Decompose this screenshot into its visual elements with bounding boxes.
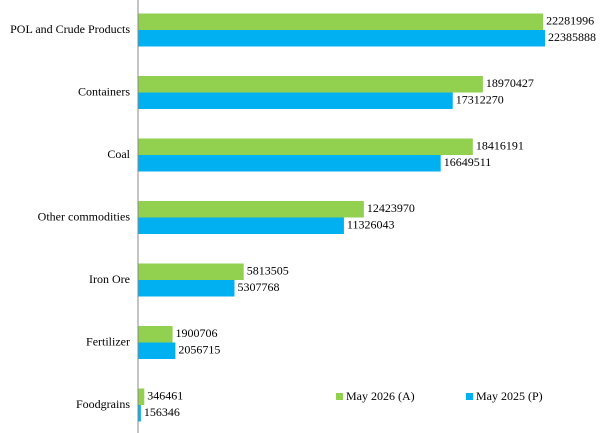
value-label: 18416191	[476, 139, 524, 153]
value-label: 1900706	[176, 326, 218, 340]
bar	[138, 30, 545, 47]
legend-label: May 2026 (A)	[346, 389, 415, 403]
legend-swatch	[336, 393, 343, 400]
category-label: Containers	[78, 84, 130, 98]
value-label: 22385888	[548, 30, 596, 44]
bar	[138, 263, 244, 280]
value-label: 346461	[147, 389, 183, 403]
value-label: 11326043	[347, 218, 395, 232]
bar	[138, 155, 441, 172]
legend-swatch	[466, 393, 473, 400]
bar	[138, 76, 483, 93]
value-label: 18970427	[486, 76, 534, 90]
value-label: 22281996	[546, 14, 594, 28]
category-label: POL and Crude Products	[10, 22, 130, 36]
bar	[138, 217, 344, 234]
value-label: 17312270	[456, 93, 504, 107]
bar	[138, 388, 145, 405]
bar	[138, 138, 473, 155]
bar	[138, 280, 235, 297]
bar	[138, 13, 544, 30]
value-label: 5307768	[238, 280, 280, 294]
category-label: Foodgrains	[76, 397, 130, 411]
category-label: Iron Ore	[89, 272, 130, 286]
value-label: 16649511	[444, 155, 492, 169]
bar	[138, 405, 141, 422]
value-label: 156346	[144, 405, 180, 419]
value-label: 5813505	[247, 264, 289, 278]
bar	[138, 201, 364, 218]
legend-label: May 2025 (P)	[476, 389, 543, 403]
category-label: Other commodities	[38, 209, 131, 223]
value-label: 2056715	[178, 343, 220, 357]
bar	[138, 92, 453, 109]
category-label: Coal	[107, 147, 130, 161]
category-label: Fertilizer	[86, 334, 130, 348]
value-label: 12423970	[367, 201, 415, 215]
bar	[138, 326, 173, 343]
bar	[138, 342, 176, 359]
